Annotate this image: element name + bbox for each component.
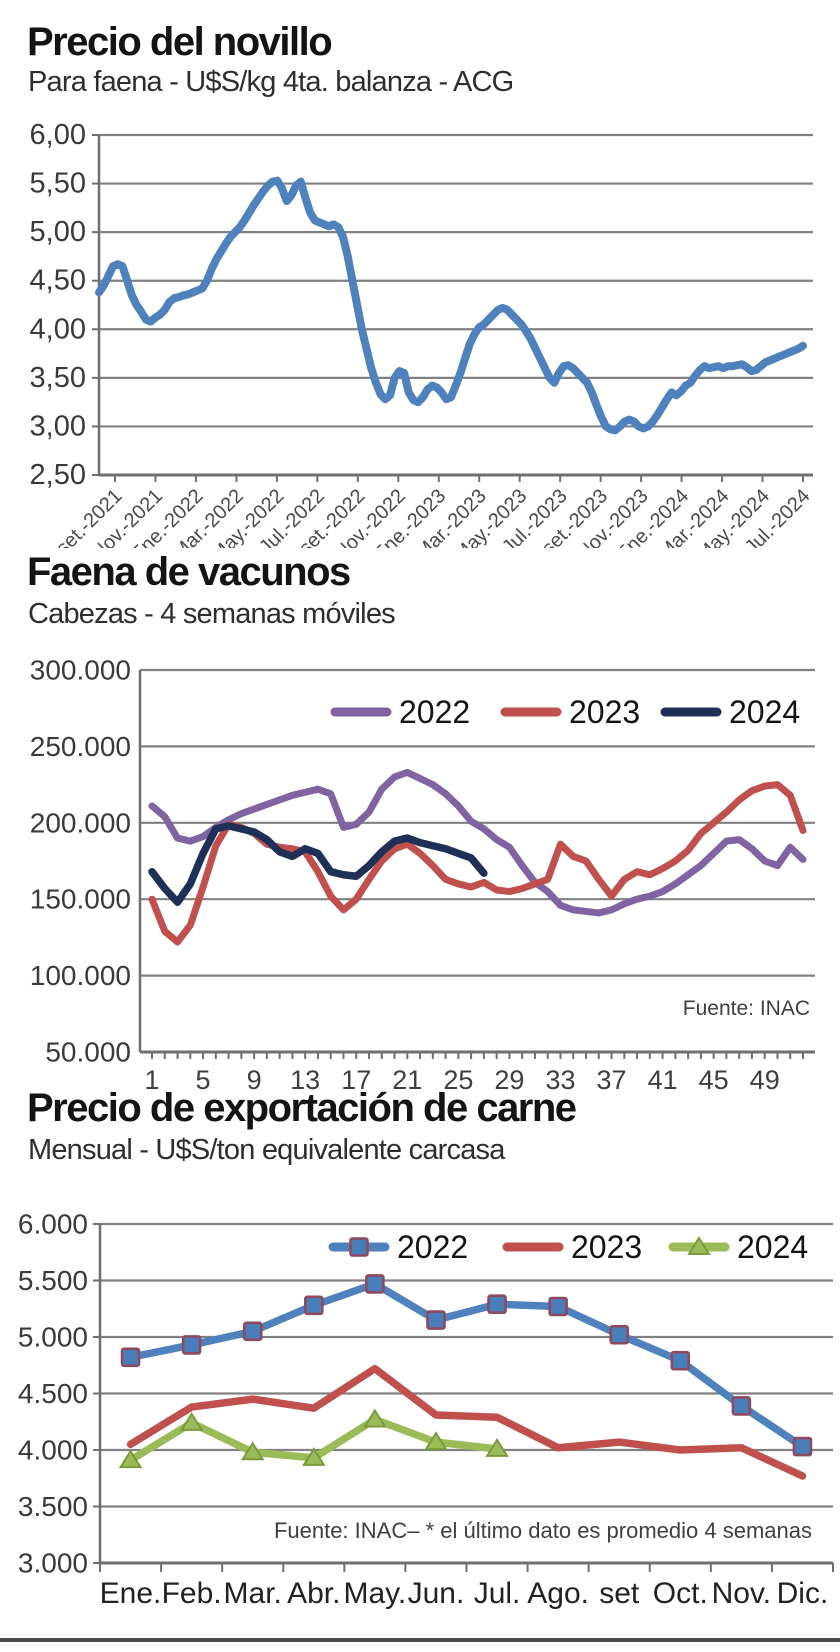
svg-text:4,00: 4,00 [30,313,86,345]
svg-text:33: 33 [545,1065,575,1095]
svg-text:45: 45 [699,1065,729,1095]
svg-text:21: 21 [392,1065,422,1095]
svg-text:3,00: 3,00 [30,410,86,442]
bottom-divider-rule [0,1638,840,1642]
svg-text:Ene.: Ene. [100,1577,162,1610]
svg-text:100.000: 100.000 [30,960,131,991]
svg-text:5: 5 [196,1065,211,1095]
svg-text:Jul.: Jul. [474,1577,521,1610]
svg-text:50.000: 50.000 [45,1037,131,1068]
svg-text:set: set [599,1577,640,1610]
svg-text:9: 9 [247,1065,262,1095]
svg-text:29: 29 [494,1065,524,1095]
svg-text:2023: 2023 [571,1229,642,1265]
svg-text:Ago.: Ago. [527,1577,589,1610]
faena-line-chart: 300.000 250.000 200.000 150.000 100.000 50.00… [30,655,815,1095]
svg-text:Nov.: Nov. [712,1577,771,1610]
svg-text:2023: 2023 [569,694,640,730]
novillo-subtitle: Para faena - U$S/kg 4ta. balanza - ACG [28,66,514,98]
svg-text:25: 25 [443,1065,473,1095]
faena-subtitle: Cabezas - 4 semanas móviles [28,598,396,630]
svg-text:3,50: 3,50 [30,362,86,394]
novillo-title: Precio del novillo [27,20,333,64]
svg-text:6.000: 6.000 [18,1209,88,1240]
svg-text:2022: 2022 [399,694,470,730]
exportacion-subtitle: Mensual - U$S/ton equivalente carcasa [28,1134,505,1166]
svg-text:2024: 2024 [729,694,800,730]
svg-text:37: 37 [597,1065,627,1095]
svg-text:150.000: 150.000 [30,884,131,915]
svg-text:5.000: 5.000 [18,1322,88,1353]
svg-text:41: 41 [648,1065,678,1095]
svg-text:2022: 2022 [397,1229,468,1265]
svg-text:6,00: 6,00 [30,119,86,151]
exportacion-title: Precio de exportación de carne [27,1086,577,1130]
svg-text:3.500: 3.500 [18,1491,88,1522]
svg-text:May.: May. [343,1577,406,1610]
svg-text:2,50: 2,50 [30,459,86,491]
svg-text:Feb.: Feb. [162,1577,222,1610]
svg-text:4.500: 4.500 [18,1378,88,1409]
svg-text:Jun.: Jun. [408,1577,465,1610]
svg-text:Oct.: Oct. [653,1577,708,1610]
svg-text:300.000: 300.000 [30,655,131,686]
svg-text:4.000: 4.000 [18,1435,88,1466]
svg-text:200.000: 200.000 [30,807,131,838]
svg-text:250.000: 250.000 [30,731,131,762]
svg-text:Mar.: Mar. [224,1577,282,1610]
novillo-line-chart: 6,005,505,004,504,003,503,002,50set.-202… [30,119,815,548]
svg-text:Abr.: Abr. [287,1577,340,1610]
svg-text:5,00: 5,00 [30,216,86,248]
svg-text:Fuente: INAC– * el último dato: Fuente: INAC– * el último dato es promed… [274,1518,812,1543]
svg-text:2024: 2024 [737,1229,808,1265]
svg-text:4,50: 4,50 [30,265,86,297]
svg-text:5,50: 5,50 [30,168,86,200]
svg-text:1: 1 [144,1065,159,1095]
svg-text:5.500: 5.500 [18,1265,88,1296]
svg-text:17: 17 [341,1065,371,1095]
svg-text:Dic.: Dic. [777,1577,829,1610]
svg-text:49: 49 [750,1065,780,1095]
faena-title: Faena de vacunos [27,550,351,594]
svg-text:Fuente: INAC: Fuente: INAC [683,997,810,1020]
svg-text:13: 13 [290,1065,320,1095]
svg-text:3.000: 3.000 [18,1548,88,1579]
